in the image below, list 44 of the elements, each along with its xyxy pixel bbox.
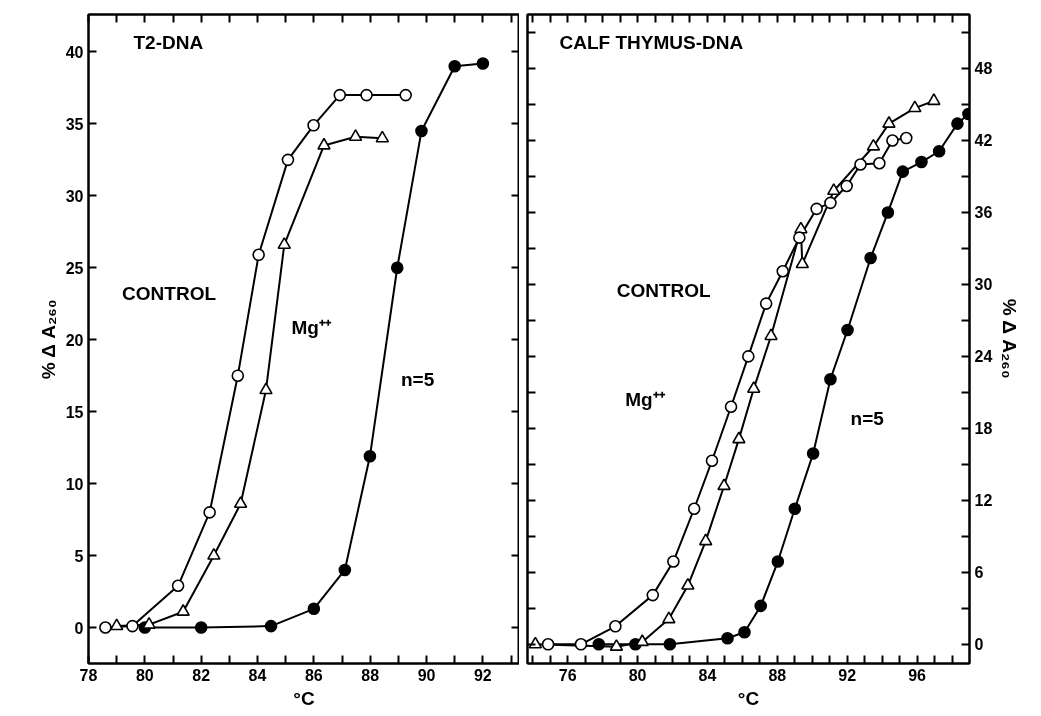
text: T2-DNA	[133, 32, 204, 53]
x-tick-label: 80	[135, 666, 154, 684]
annotation: n=5	[400, 369, 435, 391]
y-tick-label: 20	[65, 331, 84, 349]
annotation: CONTROL	[122, 283, 217, 305]
x-tick-label: 78	[79, 666, 98, 684]
y-tick-label: 35	[65, 115, 84, 133]
y-tick-label: 42	[974, 132, 993, 150]
x-tick-label: 82	[192, 666, 211, 684]
y-tick-label: 30	[65, 187, 84, 205]
y-tick-label: 40	[65, 43, 84, 61]
x-tick-label: 88	[768, 666, 787, 684]
annotation: Mg⁺⁺	[291, 317, 332, 339]
x-tick-label: 76	[558, 666, 577, 684]
x-tick-label: 86	[304, 666, 323, 684]
y-tick-label: 15	[65, 403, 84, 421]
x-tick-label: 96	[908, 666, 927, 684]
text: CALF THYMUS-DNA	[559, 32, 744, 53]
y-tick-label: 30	[974, 276, 993, 294]
y-tick-label: 5	[74, 547, 84, 565]
x-tick-label: 90	[417, 666, 436, 684]
y-tick-label: 6	[974, 564, 984, 582]
y-tick-label: 18	[974, 420, 993, 438]
y-tick-label: 24	[974, 348, 993, 366]
x-axis-title: °C	[737, 687, 760, 709]
x-tick-label: 84	[248, 666, 267, 684]
x-tick-label: 80	[628, 666, 647, 684]
y-axis-title: % Δ A₂₆₀	[37, 299, 59, 380]
x-tick-label: 88	[361, 666, 380, 684]
y-tick-label: 12	[974, 492, 993, 510]
y-tick-label: 10	[65, 475, 84, 493]
y-tick-label: 48	[974, 60, 993, 78]
annotation: Mg⁺⁺	[625, 388, 666, 410]
y-tick-label: 25	[65, 259, 84, 277]
y-tick-label: 36	[974, 204, 993, 222]
x-tick-label: 92	[473, 666, 492, 684]
x-tick-label: 92	[838, 666, 857, 684]
annotation: n=5	[850, 408, 885, 430]
y-axis-title: % Δ A₂₆₀	[999, 298, 1021, 379]
annotation: CONTROL	[616, 279, 712, 301]
y-tick-label: 0	[974, 636, 984, 654]
y-tick-label: 0	[74, 619, 84, 637]
x-axis-title: °C	[293, 687, 315, 709]
x-tick-label: 84	[698, 666, 717, 684]
